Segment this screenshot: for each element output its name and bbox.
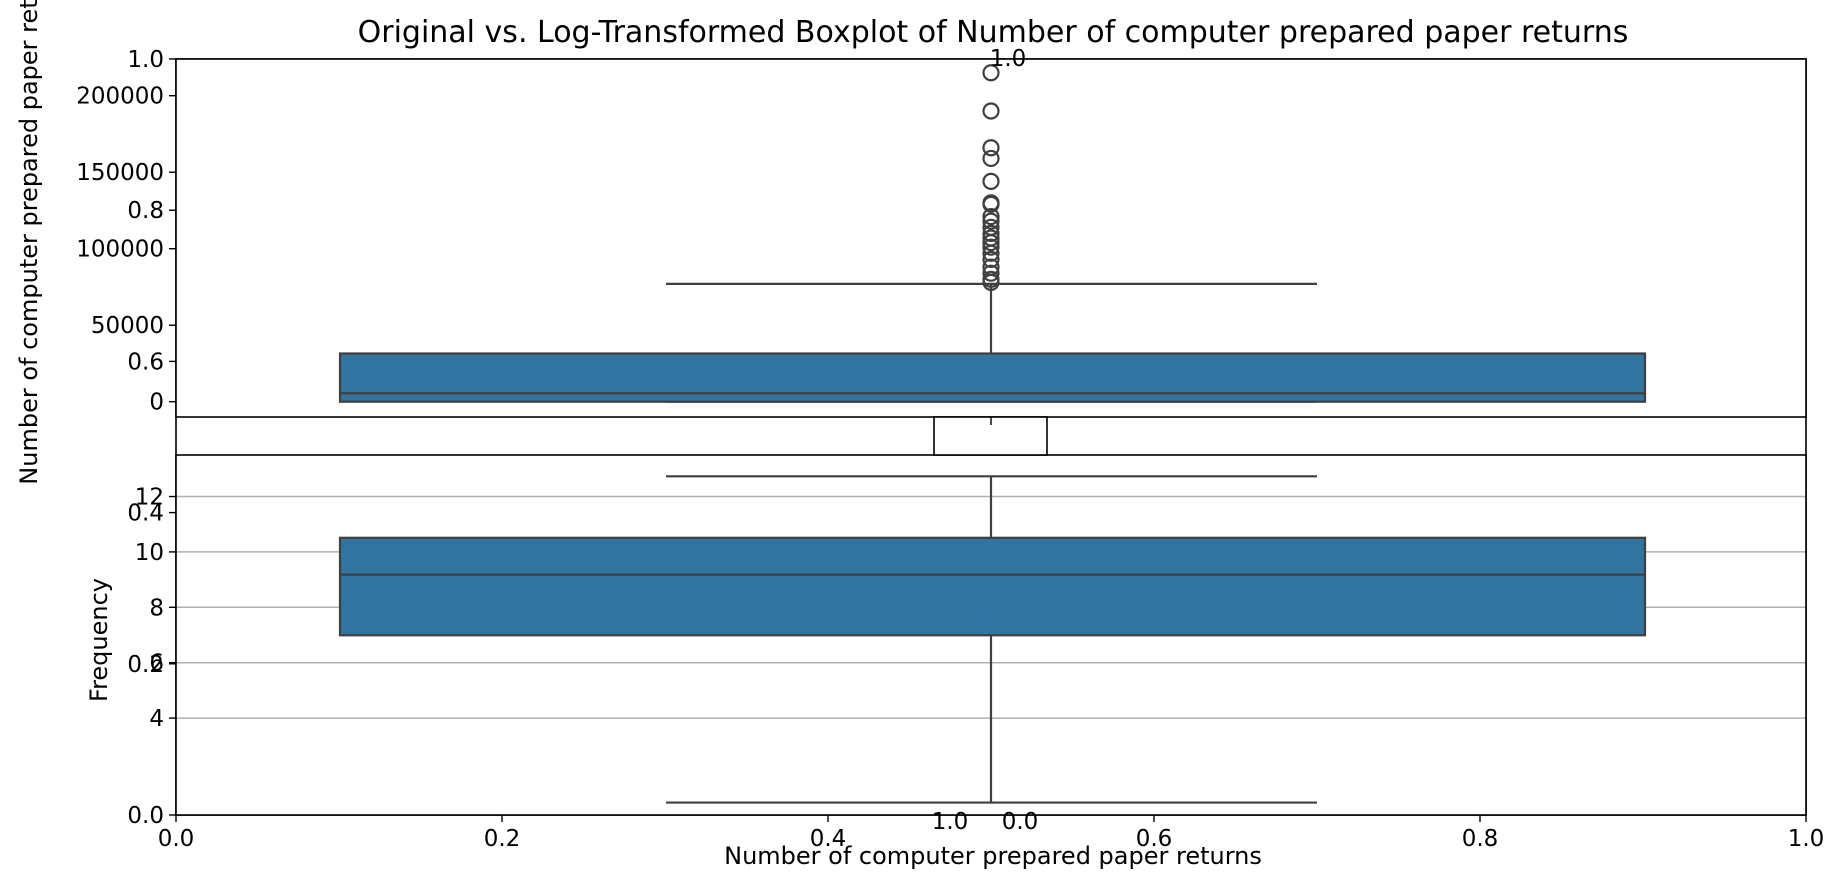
background-y-tick-label: 0.6: [127, 349, 164, 375]
outlier-point: [982, 229, 1000, 247]
bottom-overlap-tick-label-1: 1.0: [932, 809, 969, 835]
background-y-tick-label: 0.2: [127, 652, 164, 678]
background-x-tick-label: 0.0: [158, 826, 195, 852]
outlier-point: [982, 270, 1000, 288]
background-y-tick-label: 0.0: [127, 803, 164, 829]
chart-title: Original vs. Log-Transformed Boxplot of …: [358, 15, 1629, 50]
iqr-box: [338, 352, 1647, 403]
background-x-tick-label: 1.0: [1788, 826, 1825, 852]
x-axis-title: Number of computer prepared paper return…: [724, 842, 1262, 870]
outlier-point: [982, 218, 1000, 236]
y-tick-label: 0: [149, 390, 164, 416]
background-y-tick-label: 0.8: [127, 198, 164, 224]
outlier-point: [982, 139, 1000, 157]
outlier-point: [982, 149, 1000, 168]
background-x-tick-label: 0.6: [1136, 826, 1173, 852]
outlier-point: [982, 102, 1000, 120]
outlier-point: [982, 212, 1000, 230]
outlier-point: [982, 64, 1000, 82]
y-tick-label: 150000: [76, 160, 164, 186]
top-panel-clipped-label: 1.0: [990, 46, 1027, 72]
outlier-point: [982, 250, 1000, 269]
background-axis: 0.0 0.2 0.4 0.6 0.8 1.0 0.0 0.2 0.4 0.6 0.8 1.0: [127, 47, 1824, 852]
background-y-tick-label: 0.4: [127, 501, 164, 527]
y-tick-label: 100000: [76, 237, 164, 263]
y-tick-label: 50000: [91, 313, 164, 339]
outlier-point: [982, 238, 1000, 256]
background-x-tick-label: 0.8: [1462, 826, 1499, 852]
background-x-tick-label: 0.4: [810, 826, 847, 852]
background-x-tick-label: 0.2: [484, 826, 521, 852]
background-y-tick-label: 1.0: [127, 47, 164, 73]
outlier-point: [982, 264, 1000, 282]
y-tick-label: 200000: [76, 84, 164, 110]
original-boxplot-panel: 0 50000 100000 150000 200000 1.0: [76, 46, 1807, 418]
outlier-point: [982, 224, 1000, 243]
outlier-point: [982, 194, 1000, 212]
outlier-point: [982, 258, 1000, 276]
iqr-box: [338, 536, 1647, 637]
bottom-y-axis-title: Frequency: [85, 578, 113, 702]
y-tick-label: 4: [149, 706, 164, 732]
y-tick-label: 8: [149, 595, 164, 621]
top-y-axis-title: Number of computer prepared paper ret: [15, 0, 43, 485]
y-tick-label: 6: [149, 651, 164, 677]
y-tick-label: 12: [135, 485, 164, 511]
bottom-overlap-tick-label-2: 0.0: [1002, 809, 1039, 835]
outlier-point: [982, 172, 1000, 190]
log-boxplot-panel: 4 6 8 10 12 1.0 0.0: [135, 416, 1807, 835]
y-tick-label: 10: [135, 540, 164, 566]
outlier-point: [982, 207, 1000, 226]
